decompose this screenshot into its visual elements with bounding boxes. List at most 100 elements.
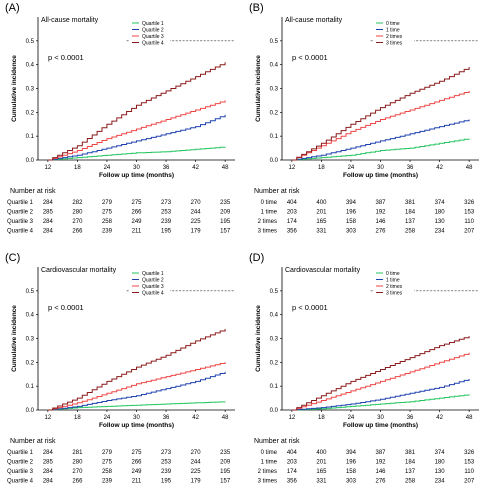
legend-label: Quartile 3	[142, 34, 164, 40]
risk-cell: 258	[102, 469, 113, 475]
risk-cell: 266	[72, 229, 83, 235]
risk-cell: 235	[220, 450, 231, 456]
x-tick-label: 48	[222, 415, 229, 421]
risk-cell: 146	[375, 219, 386, 225]
risk-cell: 285	[43, 210, 54, 216]
x-tick-label: 36	[407, 165, 414, 171]
risk-cell: 285	[43, 460, 54, 466]
risk-cell: 387	[375, 200, 386, 206]
risk-cell: 275	[102, 460, 113, 466]
y-tick-label: 0.4	[270, 313, 279, 319]
y-tick-label: 0.1	[270, 134, 279, 140]
chart-a: (A) All-cause mortality 0.0 0.1 0.2 0.3 0.4 0.5…	[5, 2, 235, 235]
x-tick-label: 12	[45, 415, 52, 421]
risk-row-label: Quartile 2	[7, 210, 34, 216]
risk-cell: 209	[220, 210, 231, 216]
risk-cell: 374	[435, 200, 446, 206]
risk-row-label: 0 time	[261, 200, 278, 206]
risk-cell: 381	[405, 200, 416, 206]
risk-cell: 157	[220, 479, 231, 485]
risk-cell: 146	[375, 469, 386, 475]
risk-cell: 279	[102, 200, 113, 206]
y-tick-label: 0.5	[26, 39, 35, 45]
series-line-4	[291, 336, 470, 411]
y-axis-label: Cumulative incidence	[255, 55, 262, 122]
risk-cell: 279	[102, 450, 113, 456]
y-axis-label: Cumulative incidence	[11, 305, 18, 372]
x-tick-label: 18	[74, 165, 81, 171]
risk-cell: 273	[161, 450, 172, 456]
series-line-1	[291, 138, 470, 161]
risk-cell: 165	[316, 469, 327, 475]
chart-b: (B) All-cause mortality 0.0 0.1 0.2 0.3 0.4 0.5…	[249, 2, 479, 235]
series-line-3	[47, 100, 226, 161]
risk-cell: 249	[131, 469, 142, 475]
risk-cell: 203	[287, 460, 298, 466]
risk-cell: 158	[346, 469, 357, 475]
legend-label: Quartile 4	[142, 40, 164, 46]
legend-label: 0 time	[386, 21, 400, 27]
x-tick-label: 36	[407, 415, 414, 421]
risk-cell: 404	[287, 200, 298, 206]
series-line-4	[47, 62, 226, 161]
chart-title: All-cause mortality	[285, 17, 343, 24]
risk-cell: 266	[72, 479, 83, 485]
risk-cell: 276	[375, 479, 386, 485]
y-tick-label: 0.1	[26, 134, 35, 140]
x-axis-label: Follow up time (months)	[99, 172, 174, 179]
x-tick-label: 48	[222, 165, 229, 171]
risk-cell: 180	[435, 210, 446, 216]
risk-cell: 174	[287, 469, 298, 475]
risk-table-title: Number at risk	[10, 438, 56, 445]
risk-cell: 201	[316, 210, 327, 216]
risk-row-label: 3 times	[258, 479, 277, 485]
p-value: p < 0.0001	[292, 303, 328, 312]
y-tick-label: 0.4	[26, 313, 35, 319]
risk-cell: 179	[191, 229, 202, 235]
series-line-1	[47, 401, 226, 411]
risk-row-label: Quartile 3	[7, 469, 34, 475]
risk-cell: 195	[220, 219, 231, 225]
risk-row-label: 0 time	[261, 450, 278, 456]
y-tick-label: 0.3	[26, 87, 35, 93]
x-axis-label: Follow up time (months)	[343, 422, 418, 429]
risk-cell: 130	[435, 219, 446, 225]
y-tick-label: 0.5	[270, 39, 279, 45]
x-tick-label: 24	[104, 415, 111, 421]
series-line-2	[291, 119, 470, 161]
risk-cell: 331	[316, 479, 327, 485]
x-tick-label: 24	[348, 165, 355, 171]
risk-cell: 284	[43, 219, 54, 225]
risk-cell: 196	[346, 210, 357, 216]
series-line-1	[291, 394, 470, 411]
risk-cell: 326	[464, 450, 475, 456]
x-tick-label: 18	[318, 165, 325, 171]
risk-table-title: Number at risk	[254, 188, 300, 195]
y-tick-label: 0.5	[26, 289, 35, 295]
x-tick-label: 42	[436, 165, 443, 171]
risk-cell: 394	[346, 200, 357, 206]
risk-cell: 258	[102, 219, 113, 225]
y-tick-label: 0.0	[26, 408, 35, 414]
risk-cell: 381	[405, 450, 416, 456]
risk-cell: 211	[132, 229, 142, 235]
panel-d: (D) Cardiovascular mortality 0.0 0.1 0.2 0.3 0…	[244, 250, 488, 500]
risk-row-label: Quartile 2	[7, 460, 34, 466]
risk-cell: 394	[346, 450, 357, 456]
risk-cell: 137	[405, 469, 416, 475]
risk-cell: 137	[405, 219, 416, 225]
legend-label: 3 times	[386, 290, 403, 296]
risk-cell: 253	[161, 210, 172, 216]
panel-b: (B) All-cause mortality 0.0 0.1 0.2 0.3 0.4 0.5…	[244, 0, 488, 250]
x-tick-label: 30	[133, 165, 140, 171]
risk-cell: 153	[464, 210, 475, 216]
risk-cell: 244	[191, 210, 202, 216]
risk-row-label: 2 times	[258, 219, 277, 225]
y-tick-label: 0.5	[270, 289, 279, 295]
risk-cell: 225	[191, 219, 202, 225]
y-tick-label: 0.2	[26, 110, 35, 116]
x-tick-label: 30	[377, 165, 384, 171]
risk-cell: 258	[405, 479, 416, 485]
chart-title: Cardiovascular mortality	[285, 267, 361, 274]
risk-cell: 179	[191, 479, 202, 485]
